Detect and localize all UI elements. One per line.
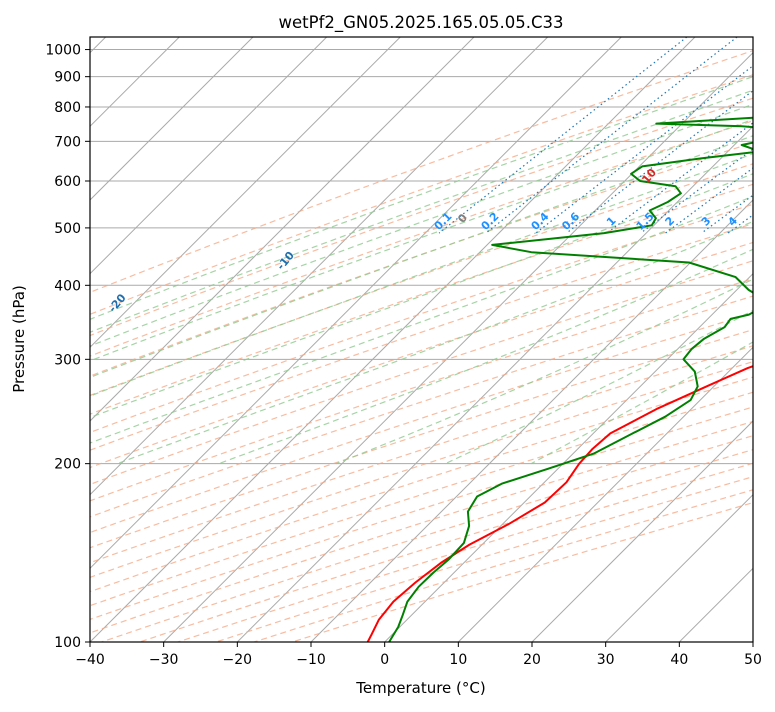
y-tick-label: 700 bbox=[54, 134, 81, 150]
x-tick-label: 50 bbox=[744, 652, 762, 668]
x-tick-label: −10 bbox=[296, 652, 326, 668]
x-tick-label: 0 bbox=[380, 652, 389, 668]
x-tick-label: −30 bbox=[149, 652, 179, 668]
y-tick-label: 400 bbox=[54, 278, 81, 294]
x-tick-label: 40 bbox=[670, 652, 688, 668]
x-axis-title: Temperature (°C) bbox=[355, 679, 485, 697]
y-tick-label: 800 bbox=[54, 100, 81, 116]
x-tick-label: 10 bbox=[449, 652, 467, 668]
y-tick-label: 200 bbox=[54, 457, 81, 473]
chart-title: wetPf2_GN05.2025.165.05.05.C33 bbox=[279, 13, 564, 33]
y-tick-label: 1000 bbox=[45, 43, 81, 59]
y-tick-label: 500 bbox=[54, 221, 81, 237]
x-tick-label: 20 bbox=[523, 652, 541, 668]
y-tick-label: 600 bbox=[54, 174, 81, 190]
y-axis-title: Pressure (hPa) bbox=[10, 285, 28, 393]
x-tick-label: −20 bbox=[223, 652, 253, 668]
x-tick-label: −40 bbox=[75, 652, 105, 668]
y-tick-label: 100 bbox=[54, 635, 81, 651]
y-tick-label: 900 bbox=[54, 70, 81, 86]
y-tick-label: 300 bbox=[54, 352, 81, 368]
x-tick-label: 30 bbox=[597, 652, 615, 668]
